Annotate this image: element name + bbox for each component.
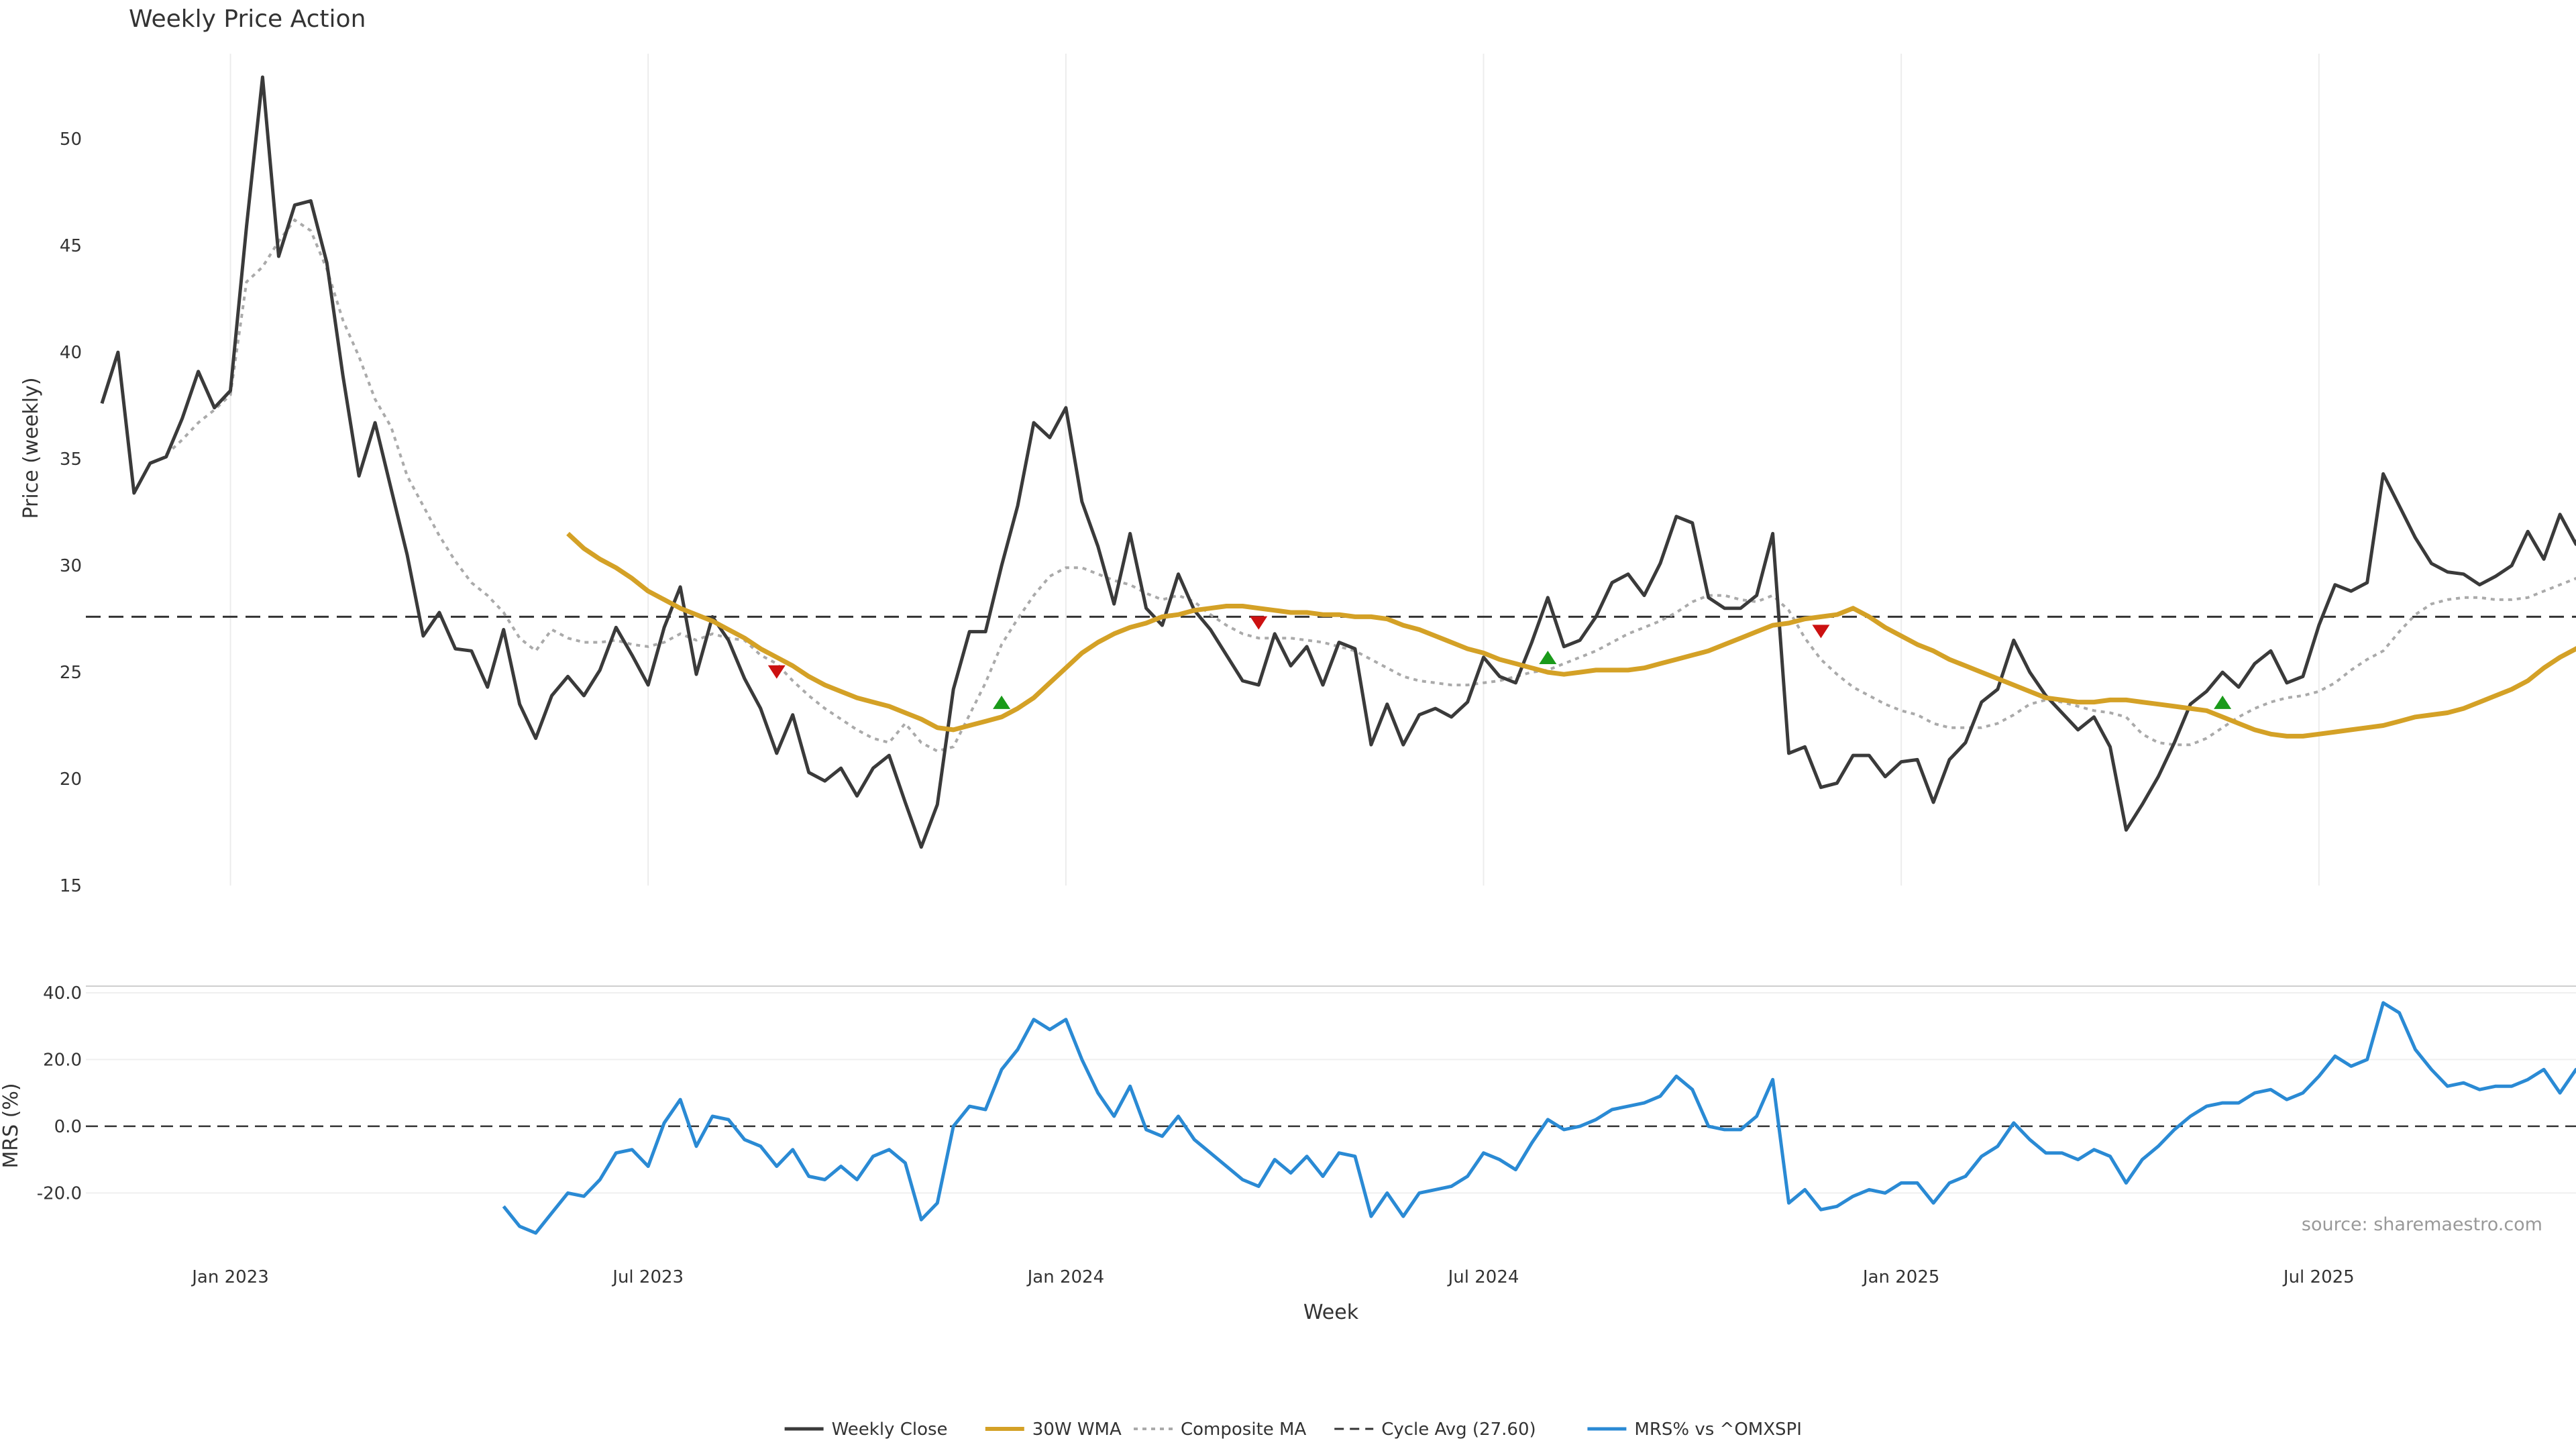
composite-ma-line (165, 218, 2576, 753)
x-axis-title: Week (1303, 1301, 1359, 1324)
legend-item: Composite MA (1134, 1419, 1306, 1440)
buy-signal-marker (1539, 651, 1557, 665)
x-tick: Jul 2024 (1447, 1267, 1519, 1287)
price-y-tick: 45 (60, 236, 82, 256)
price-y-tick: 30 (60, 556, 82, 576)
x-tick: Jan 2024 (1026, 1267, 1105, 1287)
price-y-axis: 15 20 25 30 35 40 45 50 (60, 129, 82, 896)
mrs-y-axis-title: MRS (%) (0, 1083, 23, 1168)
mrs-line (502, 1001, 2576, 1235)
x-tick: Jan 2023 (191, 1267, 269, 1287)
signal-markers (767, 616, 2232, 709)
mrs-y-tick: 20.0 (43, 1050, 82, 1070)
price-y-axis-title: Price (weekly) (19, 377, 43, 519)
legend-label: 30W WMA (1032, 1419, 1122, 1440)
x-tick: Jul 2025 (2282, 1267, 2355, 1287)
price-y-tick: 40 (60, 343, 82, 363)
weekly-close-line (100, 75, 2576, 849)
legend-label: Weekly Close (832, 1419, 948, 1440)
legend-item: Cycle Avg (27.60) (1334, 1419, 1536, 1440)
price-y-tick: 15 (60, 876, 82, 896)
legend-label: MRS% vs ^OMXSPI (1634, 1419, 1802, 1440)
legend-label: Cycle Avg (27.60) (1381, 1419, 1536, 1440)
chart-title: Weekly Price Action (129, 5, 366, 33)
sell-signal-marker (1250, 616, 1268, 630)
sell-signal-marker (1812, 625, 1830, 639)
mrs-y-axis: 40.0 20.0 0.0 -20.0 (37, 983, 82, 1203)
legend-item: 30W WMA (985, 1419, 1122, 1440)
mrs-y-tick: 40.0 (43, 983, 82, 1004)
price-series (100, 75, 2576, 849)
buy-signal-marker (2214, 695, 2232, 709)
x-tick: Jan 2025 (1862, 1267, 1940, 1287)
sell-signal-marker (767, 665, 786, 679)
legend-label: Composite MA (1181, 1419, 1306, 1440)
source-note: source: sharemaestro.com (2302, 1214, 2542, 1235)
x-axis: Jan 2023 Jul 2023 Jan 2024 Jul 2024 Jan 2025… (191, 1267, 2354, 1287)
legend: Weekly Close 30W WMA Composite MA Cycle Avg… (784, 1419, 1802, 1440)
price-y-tick: 35 (60, 449, 82, 470)
mrs-y-tick: 0.0 (54, 1117, 82, 1137)
mrs-y-tick: -20.0 (37, 1183, 82, 1203)
price-y-tick: 25 (60, 663, 82, 683)
x-tick: Jul 2023 (611, 1267, 684, 1287)
price-y-tick: 20 (60, 769, 82, 790)
legend-item: MRS% vs ^OMXSPI (1587, 1419, 1802, 1440)
mrs-series (502, 1001, 2576, 1235)
price-grid (229, 54, 2320, 885)
mrs-grid (86, 991, 2576, 1194)
legend-item: Weekly Close (784, 1419, 948, 1440)
wma-30w-line (566, 531, 2576, 739)
price-y-tick: 50 (60, 129, 82, 150)
buy-signal-marker (993, 695, 1011, 709)
